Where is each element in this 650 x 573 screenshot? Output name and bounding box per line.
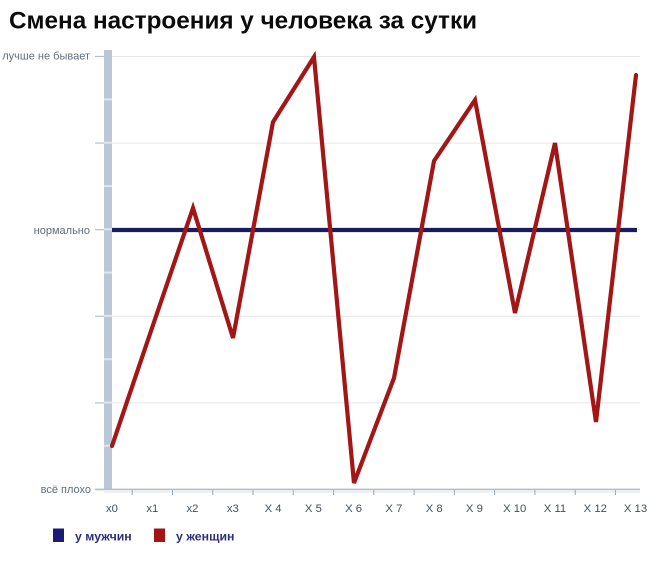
svg-text:X 7: X 7 [385,503,402,515]
svg-text:X 10: X 10 [503,503,526,515]
svg-text:X 11: X 11 [544,503,566,515]
svg-text:лучше не бывает: лучше не бывает [2,51,90,63]
svg-text:нормально: нормально [34,225,90,237]
svg-text:у женщин: у женщин [176,530,234,544]
svg-text:X 5: X 5 [305,503,322,515]
svg-text:X 8: X 8 [426,503,443,515]
svg-text:x0: x0 [106,503,118,515]
svg-text:x3: x3 [227,503,239,515]
svg-text:X 12: X 12 [584,503,607,515]
svg-text:X 13: X 13 [624,503,647,515]
svg-text:Смена настроения у человека за: Смена настроения у человека за сутки [9,8,477,35]
svg-text:x2: x2 [187,503,199,515]
svg-text:X 6: X 6 [345,503,362,515]
svg-text:x1: x1 [146,503,158,515]
svg-text:X 9: X 9 [466,503,483,515]
svg-text:у мужчин: у мужчин [75,530,132,544]
svg-text:всё плохо: всё плохо [41,484,91,496]
svg-text:X 4: X 4 [265,503,282,515]
